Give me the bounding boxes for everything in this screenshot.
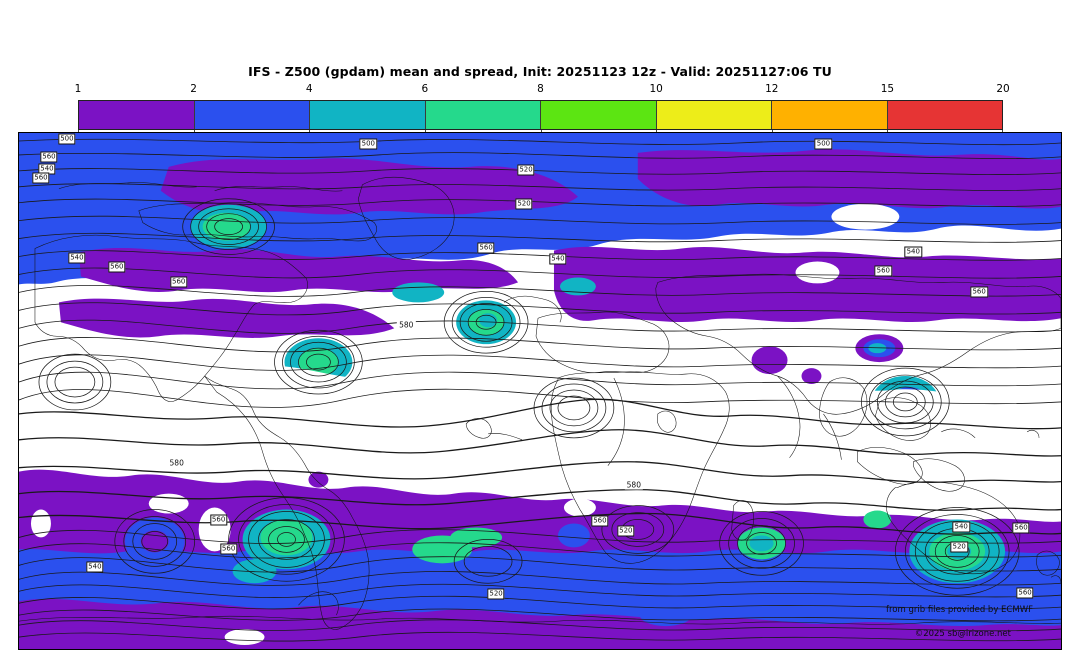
contour-label-500: 500 xyxy=(814,138,833,150)
contour-label-560: 560 xyxy=(477,242,495,254)
contour-label-560: 560 xyxy=(32,172,50,184)
contour-label-560: 560 xyxy=(108,261,126,273)
colorbar-segment-8-10 xyxy=(541,101,657,129)
contour-label-560: 560 xyxy=(591,515,609,527)
contour-label-520: 520 xyxy=(517,164,535,176)
colorbar-segment-4-6 xyxy=(310,101,426,129)
author-credit: ©2025 sb@irizone.net xyxy=(914,629,1011,639)
colorbar-segment-6-8 xyxy=(425,101,541,129)
source-credit: from grib files provided by ECMWF xyxy=(886,605,1033,615)
contour-label-540: 540 xyxy=(68,252,86,264)
colorbar-tick-2: 2 xyxy=(190,83,197,95)
contour-label-560: 560 xyxy=(40,151,58,163)
contour-label-560: 560 xyxy=(970,286,988,298)
colorbar-tick-4: 4 xyxy=(305,83,313,95)
colorbar-segment-12-15 xyxy=(772,101,888,129)
colorbar-tick-labels: 1 2 4 6 8 10 12 15 20 xyxy=(74,83,1010,99)
map-canvas xyxy=(19,133,1061,649)
colorbar-segment-15-20 xyxy=(887,101,1002,129)
contour-label-580: 580 xyxy=(624,480,643,490)
contour-label-560: 560 xyxy=(209,514,228,525)
colorbar-segment-1-2 xyxy=(79,101,195,129)
contour-label-520: 520 xyxy=(515,198,533,210)
contour-label-560: 560 xyxy=(170,276,188,288)
contour-label-560: 560 xyxy=(874,265,893,277)
colorbar-segment-2-4 xyxy=(194,101,310,129)
contour-label-540: 540 xyxy=(86,561,104,573)
colorbar-tick-6: 6 xyxy=(421,83,429,95)
colorbar-tick-8: 8 xyxy=(537,83,544,95)
colorbar-segment-10-12 xyxy=(656,101,772,129)
contour-label-520: 520 xyxy=(950,541,968,553)
page-title: IFS - Z500 (gpdam) mean and spread, Init… xyxy=(248,64,832,79)
contour-label-560: 560 xyxy=(1016,587,1034,599)
contour-label-500: 500 xyxy=(58,133,76,145)
contour-label-580: 580 xyxy=(397,320,416,330)
contour-label-520: 520 xyxy=(487,588,505,600)
map-panel[interactable]: 500 560 540 560 500 520 500 520 560 540 560 560 540 5… xyxy=(18,132,1062,650)
contour-label-560: 560 xyxy=(1012,522,1030,534)
contour-label-540: 540 xyxy=(904,246,922,258)
contour-label-500: 500 xyxy=(359,138,378,150)
contour-label-520: 520 xyxy=(617,525,635,537)
colorbar-tick-12: 12 xyxy=(765,83,779,95)
colorbar-tick-15: 15 xyxy=(880,83,895,95)
colorbar-tick-1: 1 xyxy=(74,83,82,95)
colorbar: 1 2 4 6 8 10 12 15 20 xyxy=(75,83,1010,134)
colorbar-tick-10: 10 xyxy=(649,83,663,95)
contour-label-540: 540 xyxy=(549,253,567,265)
contour-label-540: 540 xyxy=(952,521,970,533)
colorbar-tick-20: 20 xyxy=(996,83,1010,95)
contour-label-580: 580 xyxy=(167,458,186,468)
colorbar-strip xyxy=(78,100,1003,130)
contour-label-560: 560 xyxy=(219,543,238,555)
